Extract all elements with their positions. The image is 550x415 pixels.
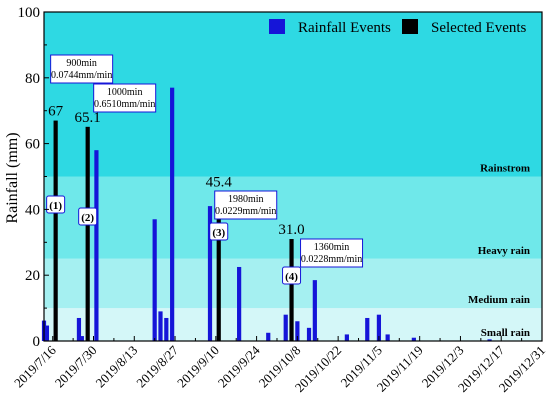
rainfall-bar-3 xyxy=(79,336,84,341)
value-label-1: 67 xyxy=(48,104,64,120)
selected-bar-0 xyxy=(53,120,58,341)
marker-label-1: (1) xyxy=(49,200,62,212)
annotation-duration-3: 1980min xyxy=(228,194,264,205)
rainfall-bar-18 xyxy=(376,314,382,341)
x-tick-label-5: 2019/9/24 xyxy=(215,342,263,390)
legend-swatch-1 xyxy=(269,19,285,34)
annotation-intensity-3: 0.0229mm/min xyxy=(215,206,276,217)
annotation-box-2 xyxy=(93,83,157,113)
band-label-medium-rain: Medium rain xyxy=(468,294,530,306)
annotation-box-1 xyxy=(50,54,114,84)
legend-label-2: Selected Events xyxy=(431,20,527,36)
rainfall-bar-6 xyxy=(158,311,163,341)
rainfall-bar-21 xyxy=(487,339,492,341)
band-label-small-rain: Small rain xyxy=(481,327,530,339)
y-tick-label-0: 0 xyxy=(33,334,41,350)
rainfall-bar-16 xyxy=(344,334,349,341)
rainfall-bar-17 xyxy=(365,317,370,341)
y-tick-label-60: 60 xyxy=(25,137,40,153)
marker-label-2: (2) xyxy=(81,212,94,224)
rainfall-bar-2 xyxy=(76,317,82,341)
band-labels: Small rain Medium rain Heavy rain Rainstrom xyxy=(468,163,530,340)
rainfall-bar-8 xyxy=(170,87,175,341)
annotation-duration-1: 900min xyxy=(66,58,97,69)
marker-box-2 xyxy=(78,207,98,226)
band-label-rainstrom: Rainstrom xyxy=(480,163,530,175)
rainfall-bar-12 xyxy=(283,314,288,341)
y-tick-label-100: 100 xyxy=(18,5,41,21)
x-tick-label-3: 2019/8/27 xyxy=(133,342,181,390)
bars xyxy=(41,87,492,341)
annotation-intensity-1: 0.0744mm/min xyxy=(51,70,112,81)
annotation-intensity-4: 0.0228mm/min xyxy=(301,254,362,265)
band-label-heavy-rain: Heavy rain xyxy=(478,245,530,257)
legend: Rainfall Events Selected Events xyxy=(269,19,527,36)
x-tick-label-2: 2019/8/13 xyxy=(93,343,141,391)
selected-bar-3 xyxy=(289,239,294,341)
selected-bar-1 xyxy=(85,126,90,341)
rainfall-bar-5 xyxy=(152,219,157,341)
legend-swatch-2 xyxy=(402,19,418,34)
legend-label-1: Rainfall Events xyxy=(298,20,391,36)
rainfall-bar-1 xyxy=(44,325,50,341)
value-label-4: 31.0 xyxy=(278,222,304,238)
rainfall-bar-9 xyxy=(207,206,213,341)
x-tick-label-1: 2019/7/30 xyxy=(52,343,100,391)
rainfall-bar-11 xyxy=(266,332,271,341)
y-tick-label-40: 40 xyxy=(25,202,40,218)
rainfall-bar-20 xyxy=(411,337,416,341)
x-tick-label-4: 2019/9/10 xyxy=(174,343,222,391)
marker-box-4 xyxy=(282,266,302,285)
marker-box-1 xyxy=(46,195,66,214)
annotation-intensity-2: 0.6510mm/min xyxy=(94,99,155,110)
annotation-box-3 xyxy=(214,190,278,220)
rainfall-bar-14 xyxy=(306,327,312,341)
rainfall-bar-19 xyxy=(385,334,390,341)
y-tick-label-80: 80 xyxy=(25,71,40,87)
marker-box-3 xyxy=(209,222,229,241)
value-label-3: 45.4 xyxy=(206,175,233,191)
rainfall-bar-7 xyxy=(164,317,169,341)
rainfall-bar-15 xyxy=(312,280,317,341)
marker-label-4: (4) xyxy=(285,271,298,283)
marker-label-3: (3) xyxy=(212,227,225,239)
rainfall-bar-4 xyxy=(94,150,99,341)
value-label-2: 65.1 xyxy=(75,110,101,126)
rainfall-bar-13 xyxy=(295,321,300,341)
annotation-duration-4: 1360min xyxy=(314,242,350,253)
annotation-box-4 xyxy=(300,238,364,268)
annotation-duration-2: 1000min xyxy=(107,87,143,98)
selected-bar-2 xyxy=(216,191,221,341)
y-tick-label-20: 20 xyxy=(25,268,40,284)
y-axis-label: Rainfall (mm) xyxy=(4,132,21,223)
rainfall-bar-10 xyxy=(237,266,242,341)
